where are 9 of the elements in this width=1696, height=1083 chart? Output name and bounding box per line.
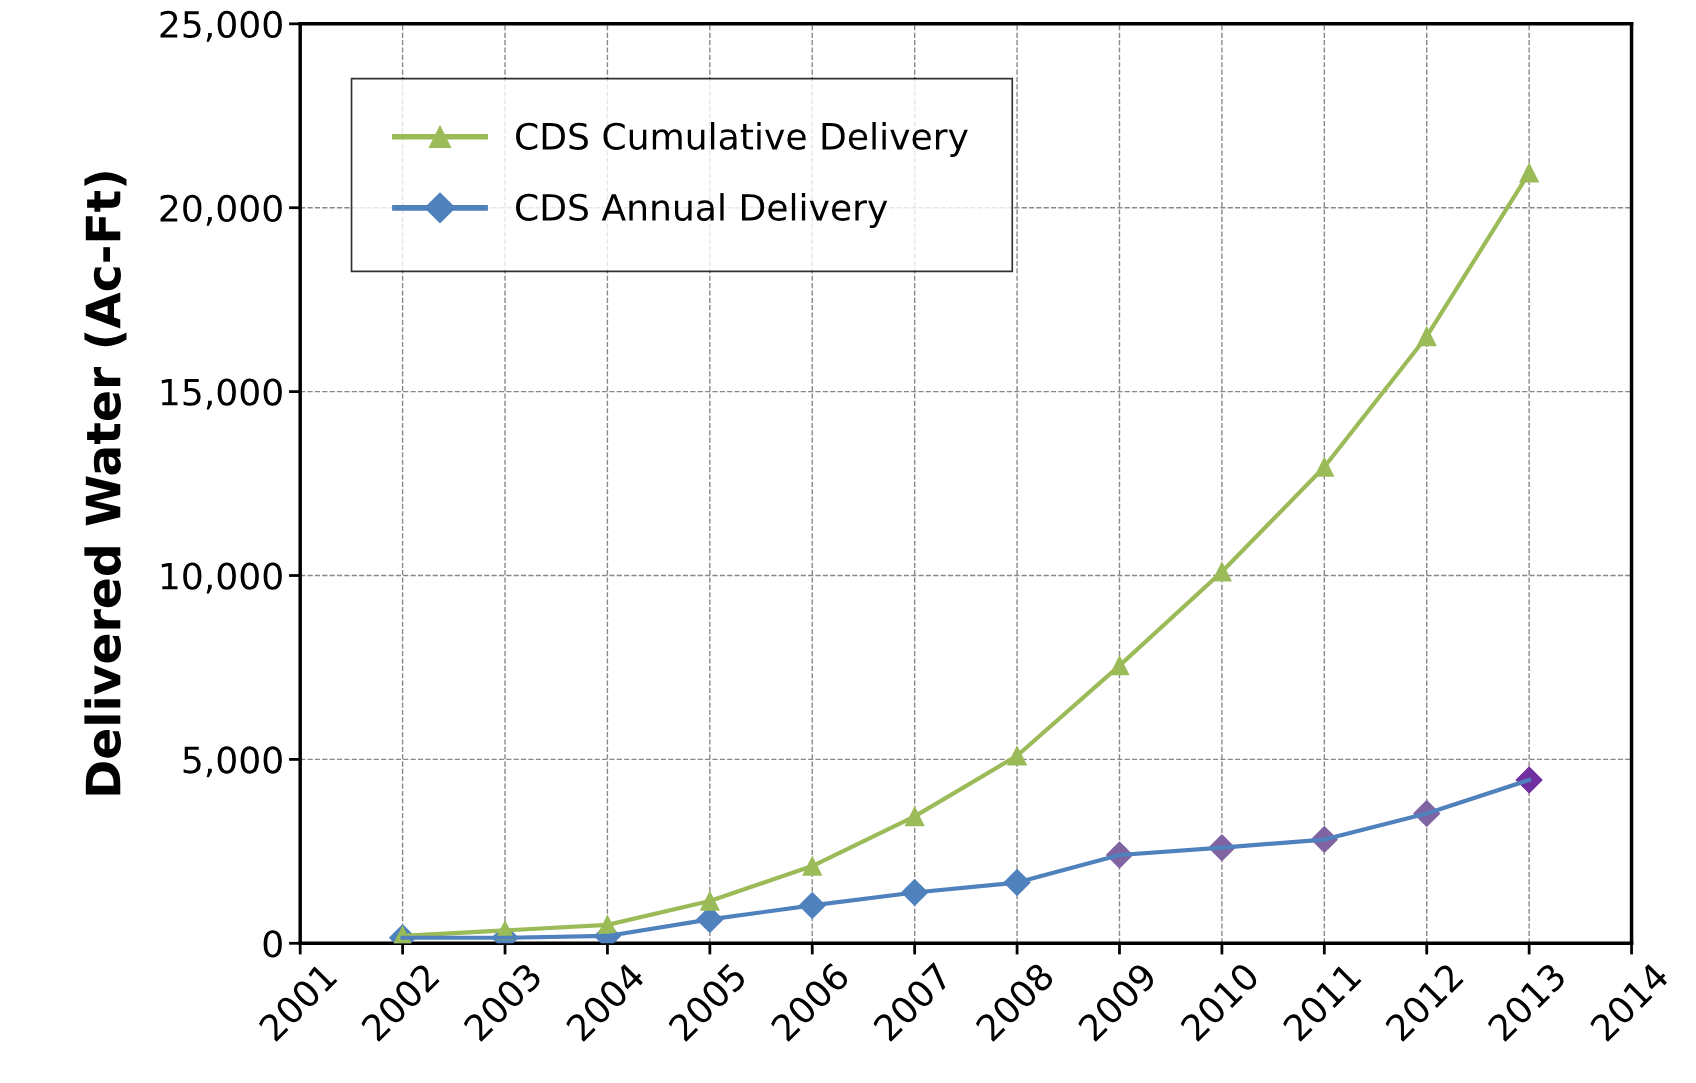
legend-label: CDS Cumulative Delivery — [516, 121, 968, 157]
y-tick-label: 15,000 — [161, 378, 282, 410]
y-tick-label: 5,000 — [183, 746, 282, 778]
y-tick-label: 10,000 — [161, 562, 282, 594]
y-axis-title: Delivered Water (Ac-Ft) — [84, 172, 127, 795]
y-tick-label: 20,000 — [160, 194, 282, 226]
y-tick-label: 25,000 — [160, 10, 282, 42]
y-tick-label: 0 — [263, 930, 282, 958]
legend-label: CDS Annual Delivery — [516, 193, 888, 228]
